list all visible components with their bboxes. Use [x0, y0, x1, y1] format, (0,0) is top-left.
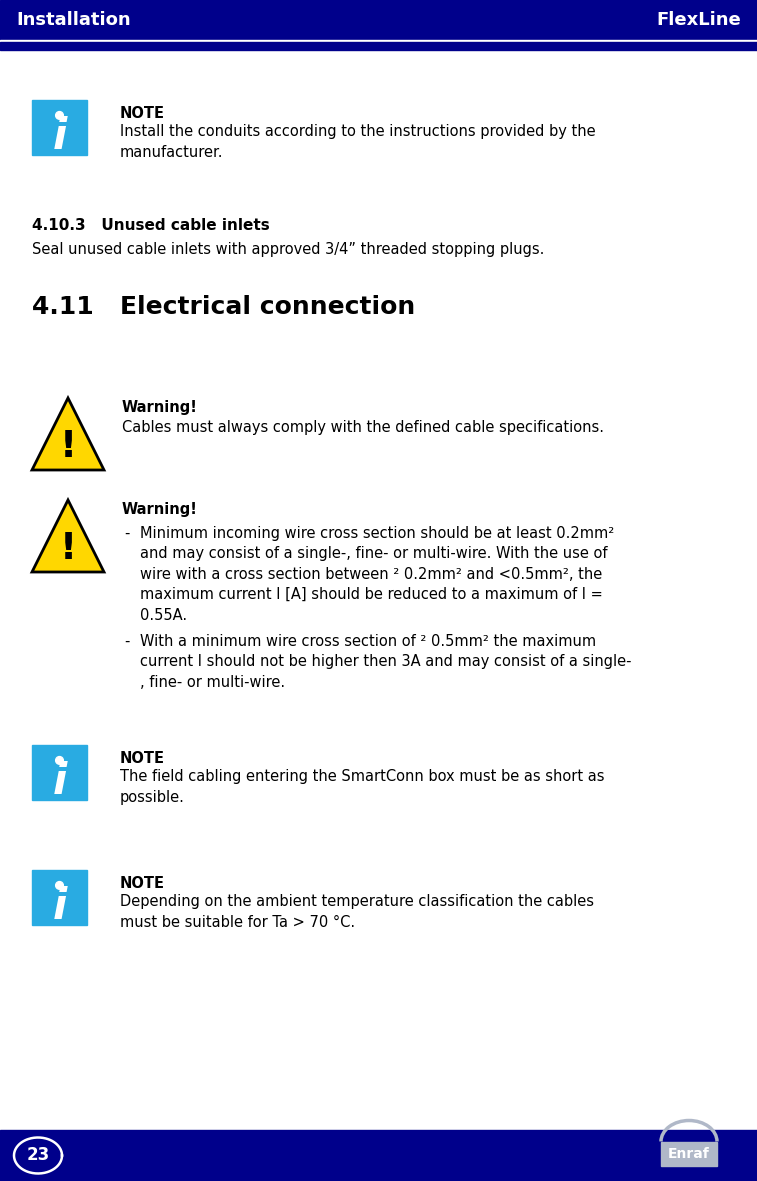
Polygon shape [32, 500, 104, 572]
Text: NOTE: NOTE [120, 876, 165, 890]
Circle shape [56, 111, 64, 119]
Bar [661, 1142, 717, 1166]
Text: 4.11   Electrical connection: 4.11 Electrical connection [32, 295, 416, 319]
Bar [32, 100, 87, 155]
Polygon shape [32, 398, 104, 470]
Text: Minimum incoming wire cross section should be at least 0.2mm²
and may consist of: Minimum incoming wire cross section shou… [140, 526, 614, 622]
Text: With a minimum wire cross section of ² 0.5mm² the maximum
current I should not b: With a minimum wire cross section of ² 0… [140, 634, 631, 690]
Text: i: i [52, 762, 67, 803]
Bar [0, 43, 757, 50]
Text: FlexLine: FlexLine [656, 11, 741, 30]
Circle shape [56, 881, 64, 889]
Text: i: i [52, 887, 67, 928]
Circle shape [56, 757, 64, 764]
Text: 23: 23 [26, 1147, 50, 1164]
Text: 4.10.3   Unused cable inlets: 4.10.3 Unused cable inlets [32, 218, 269, 233]
Text: Warning!: Warning! [122, 400, 198, 415]
Text: NOTE: NOTE [120, 751, 165, 766]
Bar [32, 745, 87, 800]
Text: Depending on the ambient temperature classification the cables
must be suitable : Depending on the ambient temperature cla… [120, 894, 594, 929]
Text: i: i [52, 117, 67, 158]
Text: !: ! [60, 429, 76, 465]
Bar [32, 870, 87, 925]
Text: NOTE: NOTE [120, 106, 165, 120]
Text: Enraf: Enraf [668, 1148, 710, 1161]
Bar [0, 40, 757, 43]
Text: Install the conduits according to the instructions provided by the
manufacturer.: Install the conduits according to the in… [120, 124, 596, 159]
Text: Installation: Installation [16, 11, 131, 30]
Text: -: - [124, 526, 129, 541]
Text: Seal unused cable inlets with approved 3/4” threaded stopping plugs.: Seal unused cable inlets with approved 3… [32, 242, 544, 257]
Text: !: ! [60, 531, 76, 567]
Text: The field cabling entering the SmartConn box must be as short as
possible.: The field cabling entering the SmartConn… [120, 769, 605, 805]
Text: Warning!: Warning! [122, 502, 198, 517]
Text: Cables must always comply with the defined cable specifications.: Cables must always comply with the defin… [122, 420, 604, 435]
Bar [0, 0, 757, 40]
Bar [0, 1130, 757, 1181]
Text: -: - [124, 634, 129, 650]
